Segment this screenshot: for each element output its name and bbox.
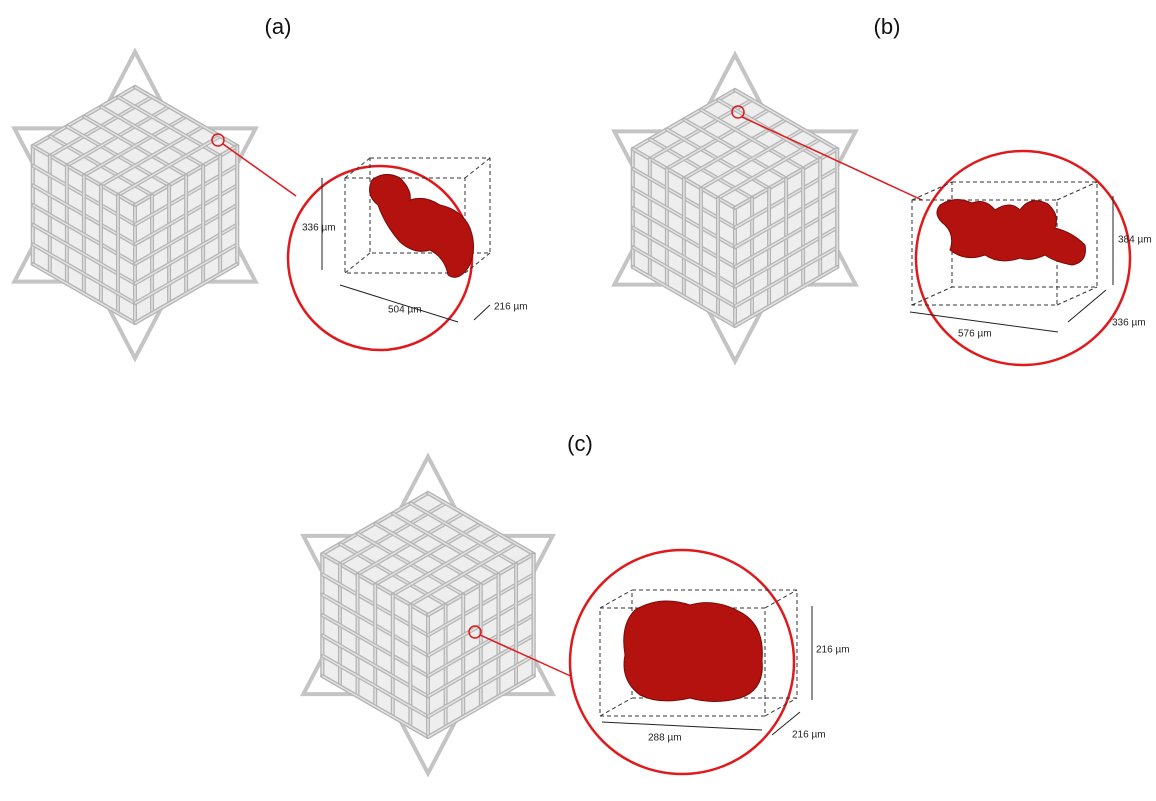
pore [624, 601, 763, 702]
dimension-label: 216 µm [816, 645, 850, 656]
figure: (a) 336 µm 504 µm 216 µm (b) 384 µm 576 … [0, 0, 1156, 801]
dimension-label: 336 µm [302, 223, 336, 234]
panel-label: (b) [874, 14, 901, 39]
dimension-label: 384 µm [1118, 235, 1152, 246]
panel-label: (a) [265, 14, 292, 39]
dimension-label: 576 µm [958, 329, 992, 340]
dimension-label: 336 µm [1112, 318, 1146, 329]
dimension-line [474, 305, 490, 320]
dimension-label: 216 µm [792, 730, 826, 741]
dimension-label: 504 µm [388, 305, 422, 316]
dimension-label: 288 µm [648, 733, 682, 744]
panel-label: (c) [567, 431, 593, 456]
dimension-label: 216 µm [494, 302, 528, 313]
